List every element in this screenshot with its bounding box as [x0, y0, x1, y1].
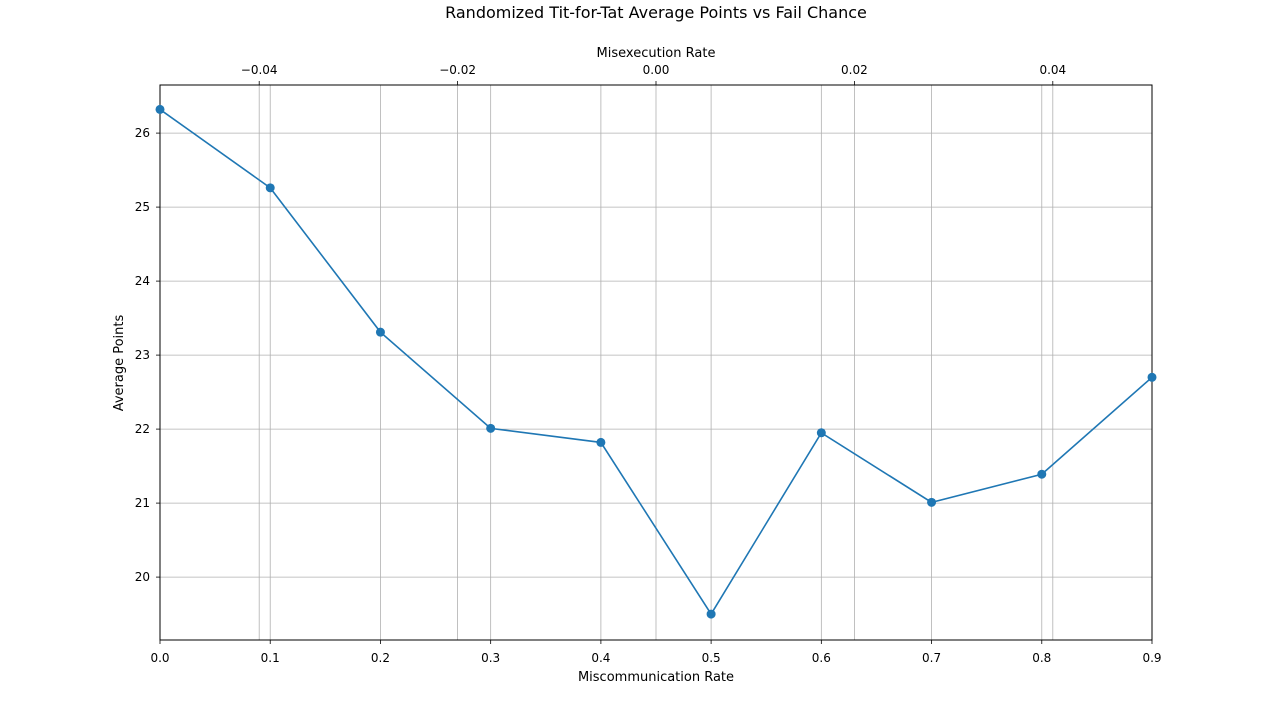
x2-tick-label: −0.02 — [439, 63, 476, 77]
chart-title: Randomized Tit-for-Tat Average Points vs… — [445, 3, 867, 22]
x-tick-label: 0.4 — [591, 651, 610, 665]
x-tick-label: 0.7 — [922, 651, 941, 665]
data-point — [596, 437, 606, 447]
data-point — [927, 497, 937, 507]
y-tick-label: 22 — [135, 422, 150, 436]
x-tick-label: 0.8 — [1032, 651, 1051, 665]
x-tick-label: 0.1 — [261, 651, 280, 665]
data-point — [375, 327, 385, 337]
x2-tick-label: 0.02 — [841, 63, 868, 77]
data-point — [1037, 469, 1047, 479]
data-series — [155, 104, 1157, 619]
data-point — [265, 183, 275, 193]
y-tick-label: 25 — [135, 200, 150, 214]
data-point — [486, 423, 496, 433]
y-tick-label: 26 — [135, 126, 150, 140]
y-tick-label: 24 — [135, 274, 150, 288]
x-tick-label: 0.5 — [702, 651, 721, 665]
axes: 0.0 0.1 0.2 0.3 0.4 0.5 0.6 0.7 0.8 0.9 −0.04 −0.02… — [135, 63, 1162, 665]
y-tick-label: 20 — [135, 570, 150, 584]
x-tick-label: 0.0 — [150, 651, 169, 665]
x-tick-label: 0.9 — [1142, 651, 1161, 665]
x2-tick-label: 0.00 — [643, 63, 670, 77]
x2-tick-label: −0.04 — [241, 63, 278, 77]
x-axis-label: Miscommunication Rate — [578, 670, 734, 685]
grid-lines — [159, 85, 1153, 640]
data-point — [706, 609, 716, 619]
series-line — [159, 108, 1153, 616]
x2-axis-label: Misexecution Rate — [597, 46, 716, 61]
x2-tick-label: 0.04 — [1039, 63, 1066, 77]
x-tick-label: 0.3 — [481, 651, 500, 665]
data-point — [1147, 372, 1157, 382]
data-point — [155, 104, 165, 114]
y-tick-label: 23 — [135, 348, 150, 362]
data-point — [816, 428, 826, 438]
y-tick-label: 21 — [135, 496, 150, 510]
x-tick-label: 0.2 — [371, 651, 390, 665]
y-axis-label: Average Points — [112, 314, 127, 411]
x-tick-label: 0.6 — [812, 651, 831, 665]
